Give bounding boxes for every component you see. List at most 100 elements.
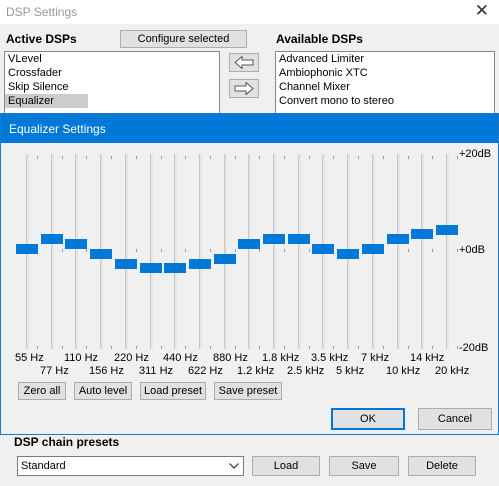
zero-all-button[interactable]: Zero all xyxy=(18,382,66,400)
save-chain-button[interactable]: Save xyxy=(329,456,399,476)
window-title: DSP Settings xyxy=(6,5,78,19)
frequency-label: 156 Hz xyxy=(89,365,124,377)
list-item[interactable]: Channel Mixer xyxy=(279,81,350,93)
preset-dropdown[interactable]: Standard xyxy=(17,456,244,476)
eq-slider-track[interactable] xyxy=(273,154,276,349)
eq-slider-track[interactable] xyxy=(421,154,424,349)
list-item[interactable]: VLevel xyxy=(8,53,42,65)
eq-slider-handle[interactable] xyxy=(263,234,285,244)
eq-slider-handle[interactable] xyxy=(288,234,310,244)
frequency-label: 7 kHz xyxy=(361,352,390,364)
slider-tick xyxy=(86,156,87,159)
eq-slider-track[interactable] xyxy=(174,154,177,349)
eq-slider-track[interactable] xyxy=(248,154,251,349)
slider-tick xyxy=(457,156,458,159)
eq-slider-handle[interactable] xyxy=(337,249,359,259)
eq-slider-track[interactable] xyxy=(125,154,128,349)
slider-tick xyxy=(185,156,186,159)
eq-slider-track[interactable] xyxy=(199,154,202,349)
equalizer-titlebar: Equalizer Settings xyxy=(1,114,498,143)
preset-selected-value: Standard xyxy=(21,460,66,472)
frequency-label: 622 Hz xyxy=(188,365,223,377)
slider-tick xyxy=(358,346,359,349)
frequency-label: 2.5 kHz xyxy=(287,365,325,377)
list-item-selected[interactable]: Equalizer xyxy=(5,94,88,108)
slider-tick xyxy=(161,156,162,159)
slider-tick xyxy=(284,249,285,252)
slider-tick xyxy=(161,249,162,252)
slider-tick xyxy=(408,346,409,349)
slider-tick xyxy=(432,249,433,252)
eq-slider-track[interactable] xyxy=(75,154,78,349)
frequency-label: 3.5 kHz xyxy=(311,352,349,364)
frequency-label: 311 Hz xyxy=(139,365,174,377)
list-item[interactable]: Crossfader xyxy=(8,67,62,79)
eq-slider-handle[interactable] xyxy=(362,244,384,254)
eq-slider-track[interactable] xyxy=(298,154,301,349)
slider-tick xyxy=(408,249,409,252)
slider-tick xyxy=(333,346,334,349)
eq-slider-handle[interactable] xyxy=(411,229,433,239)
equalizer-dialog: Equalizer Settings +20dB +0dB -20dB 55 H… xyxy=(0,113,499,435)
load-chain-button[interactable]: Load xyxy=(252,456,320,476)
close-icon[interactable]: ✕ xyxy=(474,1,489,20)
frequency-label: 880 Hz xyxy=(213,352,248,364)
db-mid-label: +0dB xyxy=(459,244,485,256)
eq-slider-track[interactable] xyxy=(446,154,449,349)
slider-tick xyxy=(185,249,186,252)
eq-slider-handle[interactable] xyxy=(140,263,162,273)
frequency-label: 1.8 kHz xyxy=(262,352,300,364)
slider-tick xyxy=(383,156,384,159)
eq-slider-handle[interactable] xyxy=(214,254,236,264)
slider-tick xyxy=(86,249,87,252)
list-item[interactable]: Convert mono to stereo xyxy=(279,95,394,107)
configure-selected-button[interactable]: Configure selected xyxy=(120,30,247,48)
slider-tick xyxy=(284,156,285,159)
slider-tick xyxy=(136,346,137,349)
arrow-left-icon xyxy=(234,56,254,69)
list-item[interactable]: Skip Silence xyxy=(8,81,69,93)
eq-slider-handle[interactable] xyxy=(312,244,334,254)
slider-tick xyxy=(284,346,285,349)
eq-slider-handle[interactable] xyxy=(164,263,186,273)
slider-tick xyxy=(309,249,310,252)
eq-slider-handle[interactable] xyxy=(65,239,87,249)
slider-tick xyxy=(358,156,359,159)
slider-tick xyxy=(62,249,63,252)
add-dsp-button[interactable] xyxy=(229,53,259,72)
delete-chain-button[interactable]: Delete xyxy=(408,456,476,476)
eq-slider-handle[interactable] xyxy=(189,259,211,269)
slider-tick xyxy=(185,346,186,349)
save-preset-button[interactable]: Save preset xyxy=(214,382,282,400)
load-preset-button[interactable]: Load preset xyxy=(140,382,206,400)
slider-tick xyxy=(408,156,409,159)
slider-tick xyxy=(136,156,137,159)
cancel-button[interactable]: Cancel xyxy=(418,408,492,430)
eq-slider-track[interactable] xyxy=(150,154,153,349)
eq-slider-handle[interactable] xyxy=(41,234,63,244)
frequency-label: 20 kHz xyxy=(435,365,470,377)
remove-dsp-button[interactable] xyxy=(229,79,259,98)
eq-slider-track[interactable] xyxy=(397,154,400,349)
eq-slider-handle[interactable] xyxy=(436,225,458,235)
eq-slider-handle[interactable] xyxy=(90,249,112,259)
available-dsps-list[interactable]: Advanced Limiter Ambiophonic XTC Channel… xyxy=(275,51,495,121)
frequency-label: 14 kHz xyxy=(410,352,445,364)
list-item[interactable]: Ambiophonic XTC xyxy=(279,67,368,79)
eq-slider-track[interactable] xyxy=(224,154,227,349)
auto-level-button[interactable]: Auto level xyxy=(74,382,132,400)
eq-slider-handle[interactable] xyxy=(387,234,409,244)
slider-tick xyxy=(37,346,38,349)
active-dsps-list[interactable]: VLevel Crossfader Skip Silence Equalizer xyxy=(4,51,220,121)
eq-slider-handle[interactable] xyxy=(238,239,260,249)
ok-button[interactable]: OK xyxy=(331,408,405,430)
eq-slider-handle[interactable] xyxy=(16,244,38,254)
eq-slider-handle[interactable] xyxy=(115,259,137,269)
slider-tick xyxy=(210,156,211,159)
eq-slider-track[interactable] xyxy=(51,154,54,349)
slider-tick xyxy=(37,156,38,159)
arrow-right-icon xyxy=(234,82,254,95)
list-item[interactable]: Advanced Limiter xyxy=(279,53,364,65)
slider-tick xyxy=(432,156,433,159)
slider-tick xyxy=(259,346,260,349)
